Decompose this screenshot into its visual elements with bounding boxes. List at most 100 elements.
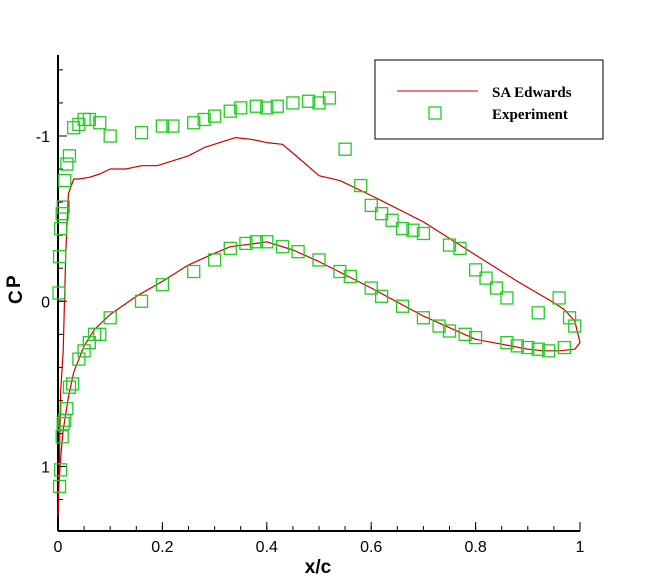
experiment-marker	[82, 112, 96, 127]
experiment-marker	[458, 327, 472, 341]
experiment-marker	[260, 101, 274, 115]
experiment-marker	[93, 327, 107, 341]
experiment-marker	[187, 264, 201, 279]
experiment-marker	[374, 289, 389, 303]
experiment-marker	[249, 235, 264, 249]
y-tick-label: 0	[41, 294, 50, 311]
series-line-sa-edwards	[57, 137, 581, 517]
experiment-marker	[568, 319, 582, 333]
legend: SA Edwards Experiment	[374, 59, 604, 140]
legend-marker-experiment	[428, 106, 442, 120]
experiment-marker	[166, 119, 180, 133]
experiment-marker	[275, 240, 290, 254]
experiment-marker	[103, 129, 117, 143]
experiment-marker	[207, 109, 222, 123]
experiment-marker	[562, 311, 577, 325]
experiment-marker	[52, 249, 67, 264]
experiment-marker	[187, 116, 201, 130]
experiment-marker	[239, 236, 253, 251]
legend-label-experiment: Experiment	[492, 107, 568, 123]
experiment-marker	[364, 281, 378, 295]
y-tick-label: 1	[41, 460, 50, 477]
experiment-marker	[286, 96, 300, 110]
experiment-marker	[552, 291, 566, 305]
experiment-marker	[56, 416, 70, 431]
experiment-marker	[207, 253, 222, 267]
experiment-marker	[442, 238, 457, 252]
experiment-marker	[442, 324, 457, 338]
experiment-marker	[93, 116, 107, 130]
experiment-marker	[395, 299, 410, 313]
experiment-marker	[453, 241, 467, 256]
experiment-marker	[416, 311, 431, 325]
experiment-marker	[468, 263, 483, 277]
x-tick-label: 0.8	[464, 539, 486, 556]
experiment-marker	[489, 281, 504, 295]
experiment-marker	[134, 294, 149, 308]
experiment-marker	[322, 91, 337, 105]
experiment-marker	[103, 311, 117, 325]
x-tick-label: 0.2	[151, 539, 173, 556]
experiment-marker	[155, 278, 170, 292]
experiment-marker	[521, 340, 535, 355]
experiment-marker	[557, 340, 571, 355]
legend-box	[374, 59, 604, 140]
y-axis-title: C	[6, 290, 27, 304]
experiment-marker	[479, 271, 493, 285]
experiment-marker	[60, 157, 74, 171]
x-tick-label: 1	[576, 539, 585, 556]
experiment-marker	[134, 126, 149, 140]
x-tick-label: 0.4	[256, 539, 278, 556]
experiment-marker	[234, 101, 248, 115]
experiment-marker	[364, 198, 378, 213]
experiment-marker	[270, 99, 284, 113]
experiment-marker	[416, 226, 431, 241]
experiment-marker	[531, 342, 545, 356]
experiment-marker	[60, 402, 74, 416]
experiment-marker	[301, 94, 316, 108]
experiment-marker	[531, 306, 545, 320]
experiment-marker	[58, 173, 72, 188]
experiment-marker	[500, 335, 514, 350]
experiment-marker	[56, 200, 70, 214]
experiment-marker	[67, 121, 81, 135]
experiment-marker	[52, 479, 67, 494]
x-axis-title: x/c	[305, 557, 332, 578]
experiment-marker	[249, 99, 264, 113]
x-tick-label: 0	[54, 539, 63, 556]
experiment-marker	[542, 344, 556, 358]
experiment-marker	[500, 291, 514, 305]
experiment-marker	[468, 330, 483, 345]
experiment-marker	[312, 253, 326, 267]
experiment-marker	[395, 221, 410, 236]
experiment-marker	[338, 142, 352, 156]
experiment-marker	[197, 112, 211, 127]
experiment-marker	[432, 319, 446, 333]
experiment-marker	[62, 380, 77, 394]
experiment-marker	[82, 335, 96, 350]
experiment-marker	[62, 149, 77, 163]
experiment-marker	[343, 269, 357, 284]
experiment-marker	[55, 430, 69, 444]
experiment-marker	[155, 119, 170, 133]
y-axis-title-subscript: P	[4, 275, 25, 288]
experiment-marker	[52, 286, 66, 300]
experiment-marker	[65, 377, 80, 391]
experiment-marker	[510, 339, 525, 353]
experiment-marker	[72, 352, 86, 366]
experiment-marker	[77, 344, 91, 358]
experiment-marker	[53, 463, 68, 477]
experiment-marker	[223, 241, 237, 256]
experiment-marker	[53, 221, 68, 236]
axes: 0 0.2 0.4 0.6 0.8 1 -1 0 1 x/c CP	[4, 55, 585, 578]
x-tick-label: 0.6	[360, 539, 382, 556]
experiment-marker	[223, 104, 237, 118]
experiment-marker	[354, 178, 368, 193]
experiment-marker	[260, 235, 274, 249]
experiment-marker	[312, 96, 326, 110]
y-tick-label: -1	[36, 129, 50, 146]
series-layer	[52, 91, 582, 517]
experiment-marker	[406, 223, 420, 237]
experiment-marker	[385, 213, 399, 227]
